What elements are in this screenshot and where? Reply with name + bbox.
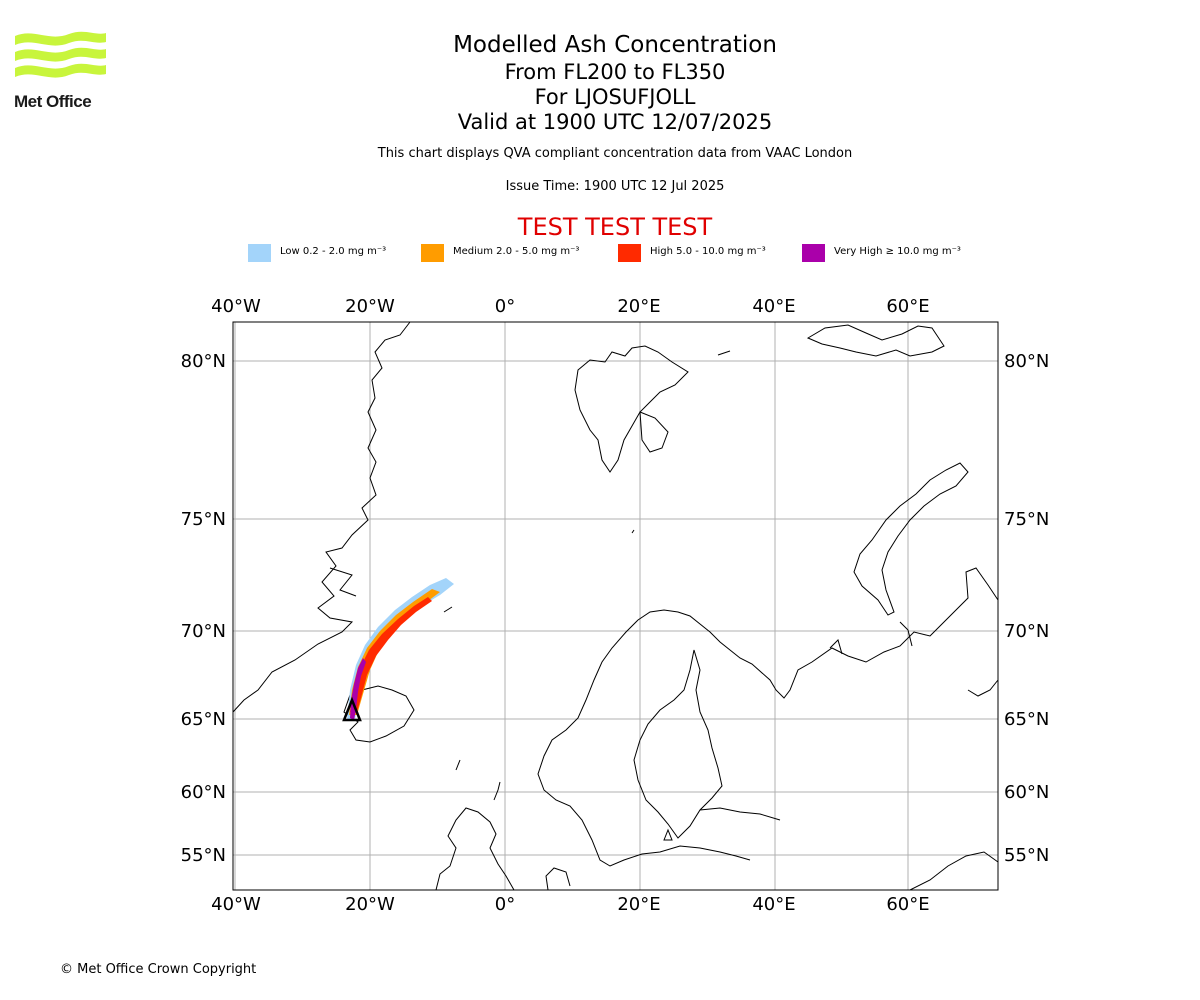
lon-label: 60°E (886, 894, 929, 915)
lat-label: 75°N (1004, 509, 1049, 530)
lon-label: 20°E (617, 296, 660, 317)
lon-label: 40°W (211, 894, 261, 915)
coastline-gulf-of-bothnia (633, 649, 723, 839)
volcano-name: For LJOSUFJOLL (534, 85, 696, 109)
legend-swatch-high (618, 244, 641, 262)
coastline-nordaustlandet (639, 411, 669, 453)
lat-labels-right: 80°N 75°N 70°N 65°N 60°N 55°N (1004, 351, 1049, 866)
coastline-faroes (455, 759, 461, 771)
lat-label: 60°N (181, 782, 226, 803)
lon-label: 20°E (617, 894, 660, 915)
lat-label: 55°N (181, 845, 226, 866)
met-office-wave-icon (15, 31, 106, 78)
coastline-bear-island (631, 529, 635, 534)
coastline-iceland (343, 685, 415, 743)
lon-labels-top: 40°W 20°W 0° 20°E 40°E 60°E (211, 296, 929, 317)
lat-label: 65°N (181, 709, 226, 730)
legend-swatch-low (248, 244, 271, 262)
volcano-marker (342, 696, 362, 722)
lat-labels-left: 80°N 75°N 70°N 65°N 60°N 55°N (181, 351, 226, 866)
coastline-denmark (545, 867, 571, 891)
coastline-white-sea (829, 639, 843, 655)
valid-time: Valid at 1900 UTC 12/07/2025 (457, 110, 773, 134)
coastline-russia-south (909, 851, 999, 891)
volcano-triangle-icon (342, 696, 362, 722)
legend-label-high: High 5.0 - 10.0 mg m⁻³ (650, 246, 766, 257)
legend-label-low: Low 0.2 - 2.0 mg m⁻³ (280, 246, 387, 257)
lon-label: 60°E (886, 296, 929, 317)
legend-swatch-medium (421, 244, 444, 262)
legend-label-medium: Medium 2.0 - 5.0 mg m⁻³ (453, 246, 580, 257)
lon-label: 40°E (752, 296, 795, 317)
lat-label: 65°N (1004, 709, 1049, 730)
plume-low (347, 578, 454, 720)
lon-label: 20°W (345, 296, 395, 317)
plume-high (350, 597, 432, 712)
lat-label: 75°N (181, 509, 226, 530)
flight-levels: From FL200 to FL350 (504, 60, 726, 84)
legend-label-very-high: Very High ≥ 10.0 mg m⁻³ (834, 246, 961, 257)
lat-label: 80°N (181, 351, 226, 372)
chart-title: Modelled Ash Concentration (453, 32, 777, 58)
coastline-kola-east (899, 621, 913, 647)
lat-label: 80°N (1004, 351, 1049, 372)
coastline-greenland (232, 321, 411, 713)
lon-label: 0° (495, 296, 515, 317)
coastline-novaya-zemlya (853, 462, 969, 616)
coastline-yamal (967, 679, 999, 697)
coastline-shetland (493, 781, 501, 801)
test-banner: TEST TEST TEST (517, 213, 713, 241)
coastline-finland-south (699, 807, 781, 821)
lon-labels-bottom: 40°W 20°W 0° 20°E 40°E 60°E (211, 894, 929, 915)
copyright-notice: © Met Office Crown Copyright (60, 962, 257, 977)
lat-label: 60°N (1004, 782, 1049, 803)
lat-label: 55°N (1004, 845, 1049, 866)
legend-swatch-very-high (802, 244, 825, 262)
met-office-logo: Met Office (14, 30, 109, 112)
coastline-uk (435, 807, 515, 891)
logo-text: Met Office (14, 92, 92, 111)
coastline-jan-mayen (443, 606, 453, 613)
gridlines (233, 322, 998, 890)
chart-titles: Modelled Ash Concentration From FL200 to… (0, 30, 1200, 195)
lon-label: 0° (495, 894, 515, 915)
coastline-svalbard (574, 345, 689, 473)
lat-label: 70°N (181, 621, 226, 642)
ash-plume (347, 578, 454, 720)
coastlines (232, 321, 999, 891)
lat-label: 70°N (1004, 621, 1049, 642)
coastline-kvitoya (717, 350, 731, 356)
lon-label: 40°E (752, 894, 795, 915)
coastline-greenland-fjord (329, 567, 357, 597)
map-frame (232, 321, 999, 891)
coastline-russia-north (537, 567, 999, 867)
coastline-franz-josef (806, 324, 945, 357)
data-source-note: This chart displays QVA compliant concen… (377, 146, 853, 161)
issue-time: Issue Time: 1900 UTC 12 Jul 2025 (505, 179, 725, 194)
coastline-gotland (663, 828, 673, 841)
lon-label: 40°W (211, 296, 261, 317)
lon-label: 20°W (345, 894, 395, 915)
